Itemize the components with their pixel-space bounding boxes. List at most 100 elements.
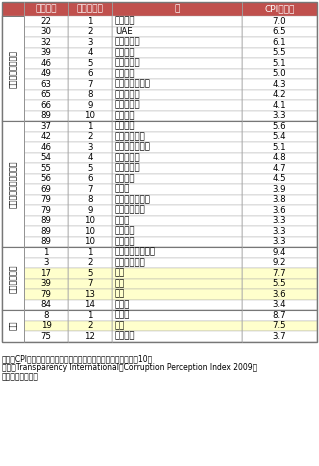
Text: オマーン: オマーン	[115, 48, 136, 57]
Text: 6.1: 6.1	[273, 38, 286, 47]
Text: ガーナ: ガーナ	[115, 185, 130, 194]
Text: 32: 32	[41, 38, 51, 47]
Text: 米州: 米州	[9, 321, 18, 330]
Bar	[68, 194, 112, 205]
Text: 米国: 米国	[115, 321, 125, 330]
Bar	[24, 279, 68, 289]
Text: 9: 9	[87, 206, 93, 215]
Bar	[2, 268, 24, 279]
Bar	[2, 69, 24, 79]
Text: 国: 国	[174, 5, 180, 14]
Bar	[242, 226, 317, 237]
Bar	[112, 321, 242, 331]
Text: 地域内順位: 地域内順位	[77, 5, 103, 14]
Text: 中国: 中国	[115, 290, 125, 299]
Text: 3.8: 3.8	[273, 195, 286, 204]
Bar	[242, 16, 317, 27]
Text: チュニジア: チュニジア	[115, 90, 141, 99]
Bar	[24, 331, 68, 342]
Text: 3.6: 3.6	[273, 206, 286, 215]
Text: 7: 7	[87, 185, 93, 194]
Text: 5.5: 5.5	[273, 48, 286, 57]
Bar	[112, 100, 242, 110]
Text: ブルキナファソ: ブルキナファソ	[115, 195, 151, 204]
Text: 8: 8	[43, 311, 49, 320]
Text: 39: 39	[41, 279, 51, 288]
Text: 5: 5	[87, 59, 93, 68]
Bar	[242, 173, 317, 184]
Bar	[68, 184, 112, 194]
Bar	[242, 321, 317, 331]
Text: 7.0: 7.0	[273, 17, 286, 26]
Bar	[68, 2, 112, 16]
Bar	[112, 58, 242, 69]
Text: 39: 39	[41, 48, 51, 57]
Text: 4.8: 4.8	[273, 153, 286, 162]
Text: バーレーン: バーレーン	[115, 59, 141, 68]
Text: 79: 79	[41, 195, 51, 204]
Bar	[24, 48, 68, 58]
Bar	[68, 247, 112, 258]
Text: 9.2: 9.2	[273, 258, 286, 267]
Text: 備考：CPIスコアは数値が高いほど腐敗度が低い。最高スコアは10。: 備考：CPIスコアは数値が高いほど腐敗度が低い。最高スコアは10。	[2, 355, 153, 363]
Text: CPIスコア: CPIスコア	[264, 5, 295, 14]
Bar	[112, 226, 242, 237]
Bar	[2, 16, 24, 121]
Bar	[24, 247, 68, 258]
Bar	[2, 27, 24, 37]
Bar	[2, 184, 24, 194]
Bar	[2, 2, 317, 342]
Bar	[242, 289, 317, 300]
Text: カタール: カタール	[115, 17, 136, 26]
Text: 3.3: 3.3	[273, 237, 286, 246]
Bar	[24, 37, 68, 48]
Bar	[112, 163, 242, 173]
Bar	[242, 79, 317, 89]
Bar	[242, 184, 317, 194]
Bar	[242, 48, 317, 58]
Bar	[24, 110, 68, 121]
Bar	[68, 279, 112, 289]
Text: 66: 66	[41, 101, 51, 110]
Bar	[2, 331, 24, 342]
Text: 9.4: 9.4	[273, 248, 286, 257]
Bar	[112, 247, 242, 258]
Bar	[68, 173, 112, 184]
Text: 4.5: 4.5	[273, 174, 286, 183]
Text: 1: 1	[87, 248, 93, 257]
Bar	[242, 300, 317, 310]
Bar	[68, 215, 112, 226]
Bar	[242, 100, 317, 110]
Text: ヨルダン: ヨルダン	[115, 69, 136, 78]
Bar	[112, 79, 242, 89]
Text: 56: 56	[41, 174, 51, 183]
Text: 3.3: 3.3	[273, 216, 286, 225]
Bar	[24, 16, 68, 27]
Bar	[2, 205, 24, 215]
Text: 69: 69	[41, 185, 51, 194]
Bar	[112, 142, 242, 152]
Bar	[242, 258, 317, 268]
Text: 5: 5	[87, 269, 93, 278]
Bar	[112, 110, 242, 121]
Text: 89: 89	[41, 216, 51, 225]
Bar	[242, 37, 317, 48]
Text: 75: 75	[41, 332, 51, 341]
Bar	[2, 2, 24, 16]
Bar	[242, 131, 317, 142]
Bar	[24, 27, 68, 37]
Bar	[68, 268, 112, 279]
Text: 3.4: 3.4	[273, 300, 286, 309]
Text: 6: 6	[87, 174, 93, 183]
Bar	[68, 69, 112, 79]
Bar	[68, 321, 112, 331]
Bar	[68, 237, 112, 247]
Bar	[112, 310, 242, 321]
Bar	[24, 100, 68, 110]
Bar	[242, 268, 317, 279]
Text: 4.1: 4.1	[273, 101, 286, 110]
Bar	[2, 142, 24, 152]
Text: 2: 2	[87, 27, 93, 36]
Bar	[2, 310, 24, 321]
Text: 日本: 日本	[115, 269, 125, 278]
